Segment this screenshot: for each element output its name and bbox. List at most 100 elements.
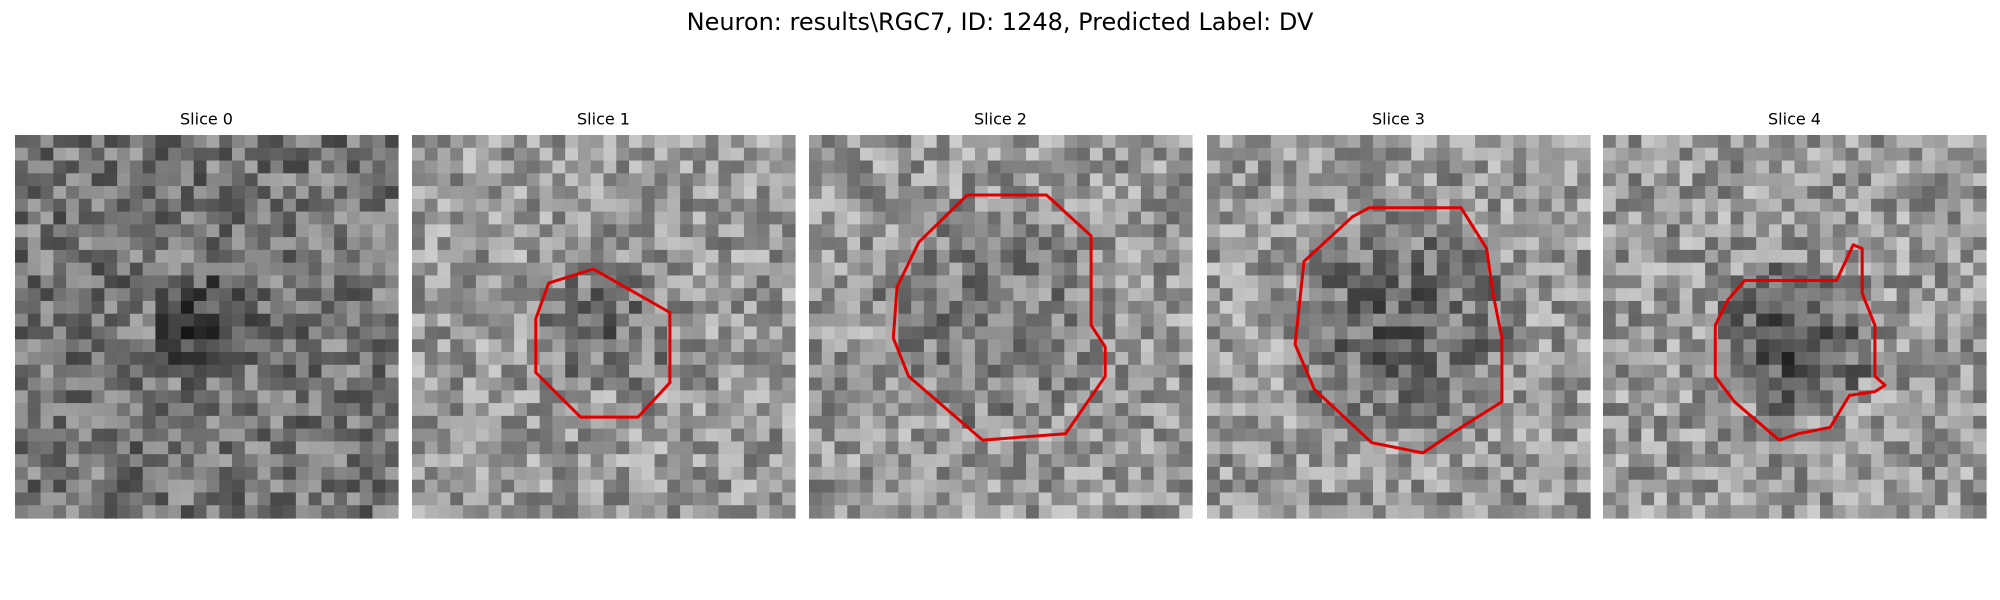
- pixel: [629, 262, 643, 277]
- pixel: [911, 479, 925, 494]
- pixel: [756, 466, 771, 481]
- pixel: [1628, 505, 1642, 519]
- pixel: [1283, 313, 1297, 328]
- pixel: [1577, 198, 1591, 213]
- pixel: [295, 364, 310, 379]
- pixel: [1896, 135, 1910, 149]
- pixel: [1153, 492, 1168, 506]
- pixel: [437, 352, 451, 366]
- pixel: [1743, 186, 1757, 200]
- pixel: [1500, 160, 1514, 174]
- pixel: [731, 249, 745, 264]
- pixel: [244, 339, 259, 353]
- pixel: [1449, 135, 1463, 149]
- pixel: [1487, 352, 1502, 366]
- pixel: [104, 364, 118, 379]
- pixel: [1717, 275, 1732, 289]
- pixel: [450, 377, 464, 391]
- pixel: [731, 288, 745, 302]
- pixel: [1871, 262, 1885, 277]
- pixel: [1411, 198, 1425, 213]
- pixel: [66, 262, 80, 277]
- pixel: [1140, 237, 1155, 251]
- pixel: [1077, 173, 1091, 187]
- pixel: [590, 326, 605, 340]
- pixel: [1577, 147, 1591, 162]
- pixel: [1077, 415, 1091, 430]
- pixel: [1628, 415, 1642, 430]
- pixel: [1628, 262, 1642, 277]
- pixel: [539, 479, 554, 494]
- pixel: [1487, 160, 1502, 174]
- pixel: [412, 275, 426, 289]
- pixel: [1385, 313, 1400, 328]
- pixel: [1411, 313, 1425, 328]
- pixel: [424, 300, 439, 315]
- pixel: [1654, 466, 1668, 481]
- pixel: [1960, 492, 1974, 506]
- pixel: [718, 479, 732, 494]
- pixel: [809, 454, 823, 468]
- pixel: [1296, 160, 1310, 174]
- pixel: [180, 288, 195, 302]
- pixel: [1334, 198, 1349, 213]
- pixel: [641, 160, 656, 174]
- pixel: [104, 249, 118, 264]
- pixel: [1973, 173, 1987, 187]
- pixel: [552, 313, 566, 328]
- pixel: [1654, 160, 1668, 174]
- pixel: [539, 211, 554, 225]
- pixel: [1615, 249, 1630, 264]
- pixel: [1743, 505, 1757, 519]
- pixel: [705, 415, 719, 430]
- pixel: [91, 466, 105, 481]
- pixel: [334, 339, 348, 353]
- pixel: [1064, 377, 1078, 391]
- pixel: [1360, 466, 1374, 481]
- pixel: [1858, 377, 1872, 391]
- pixel: [616, 160, 630, 174]
- pixel: [1692, 300, 1706, 315]
- pixel: [974, 198, 989, 213]
- pixel: [321, 300, 335, 315]
- pixel: [1283, 492, 1297, 506]
- pixel: [590, 466, 605, 481]
- pixel: [1641, 211, 1655, 225]
- pixel: [180, 403, 195, 417]
- pixel: [1077, 505, 1091, 519]
- pixel: [1871, 300, 1885, 315]
- pixel: [463, 249, 477, 264]
- pixel: [424, 262, 439, 277]
- pixel: [1321, 466, 1336, 481]
- pixel: [885, 403, 899, 417]
- pixel: [270, 211, 284, 225]
- pixel: [1232, 428, 1246, 442]
- pixel: [872, 198, 887, 213]
- pixel: [104, 135, 118, 149]
- pixel: [1628, 313, 1642, 328]
- pixel: [193, 454, 208, 468]
- pixel: [1372, 505, 1387, 519]
- pixel: [129, 135, 144, 149]
- pixel: [821, 211, 836, 225]
- pixel: [1858, 275, 1872, 289]
- pixel: [923, 403, 938, 417]
- pixel: [1807, 441, 1821, 455]
- pixel: [295, 147, 310, 162]
- pixel: [270, 466, 284, 481]
- pixel: [1679, 186, 1693, 200]
- pixel: [129, 377, 144, 391]
- pixel: [359, 390, 374, 404]
- pixel: [27, 466, 42, 481]
- pixel: [1705, 160, 1719, 174]
- pixel: [1321, 249, 1336, 264]
- pixel: [283, 198, 297, 213]
- pixel: [1077, 428, 1091, 442]
- pixel: [1577, 135, 1591, 149]
- pixel: [359, 428, 374, 442]
- pixel: [78, 288, 93, 302]
- pixel: [308, 466, 322, 481]
- pixel: [1960, 186, 1974, 200]
- pixel: [705, 275, 719, 289]
- pixel: [860, 466, 874, 481]
